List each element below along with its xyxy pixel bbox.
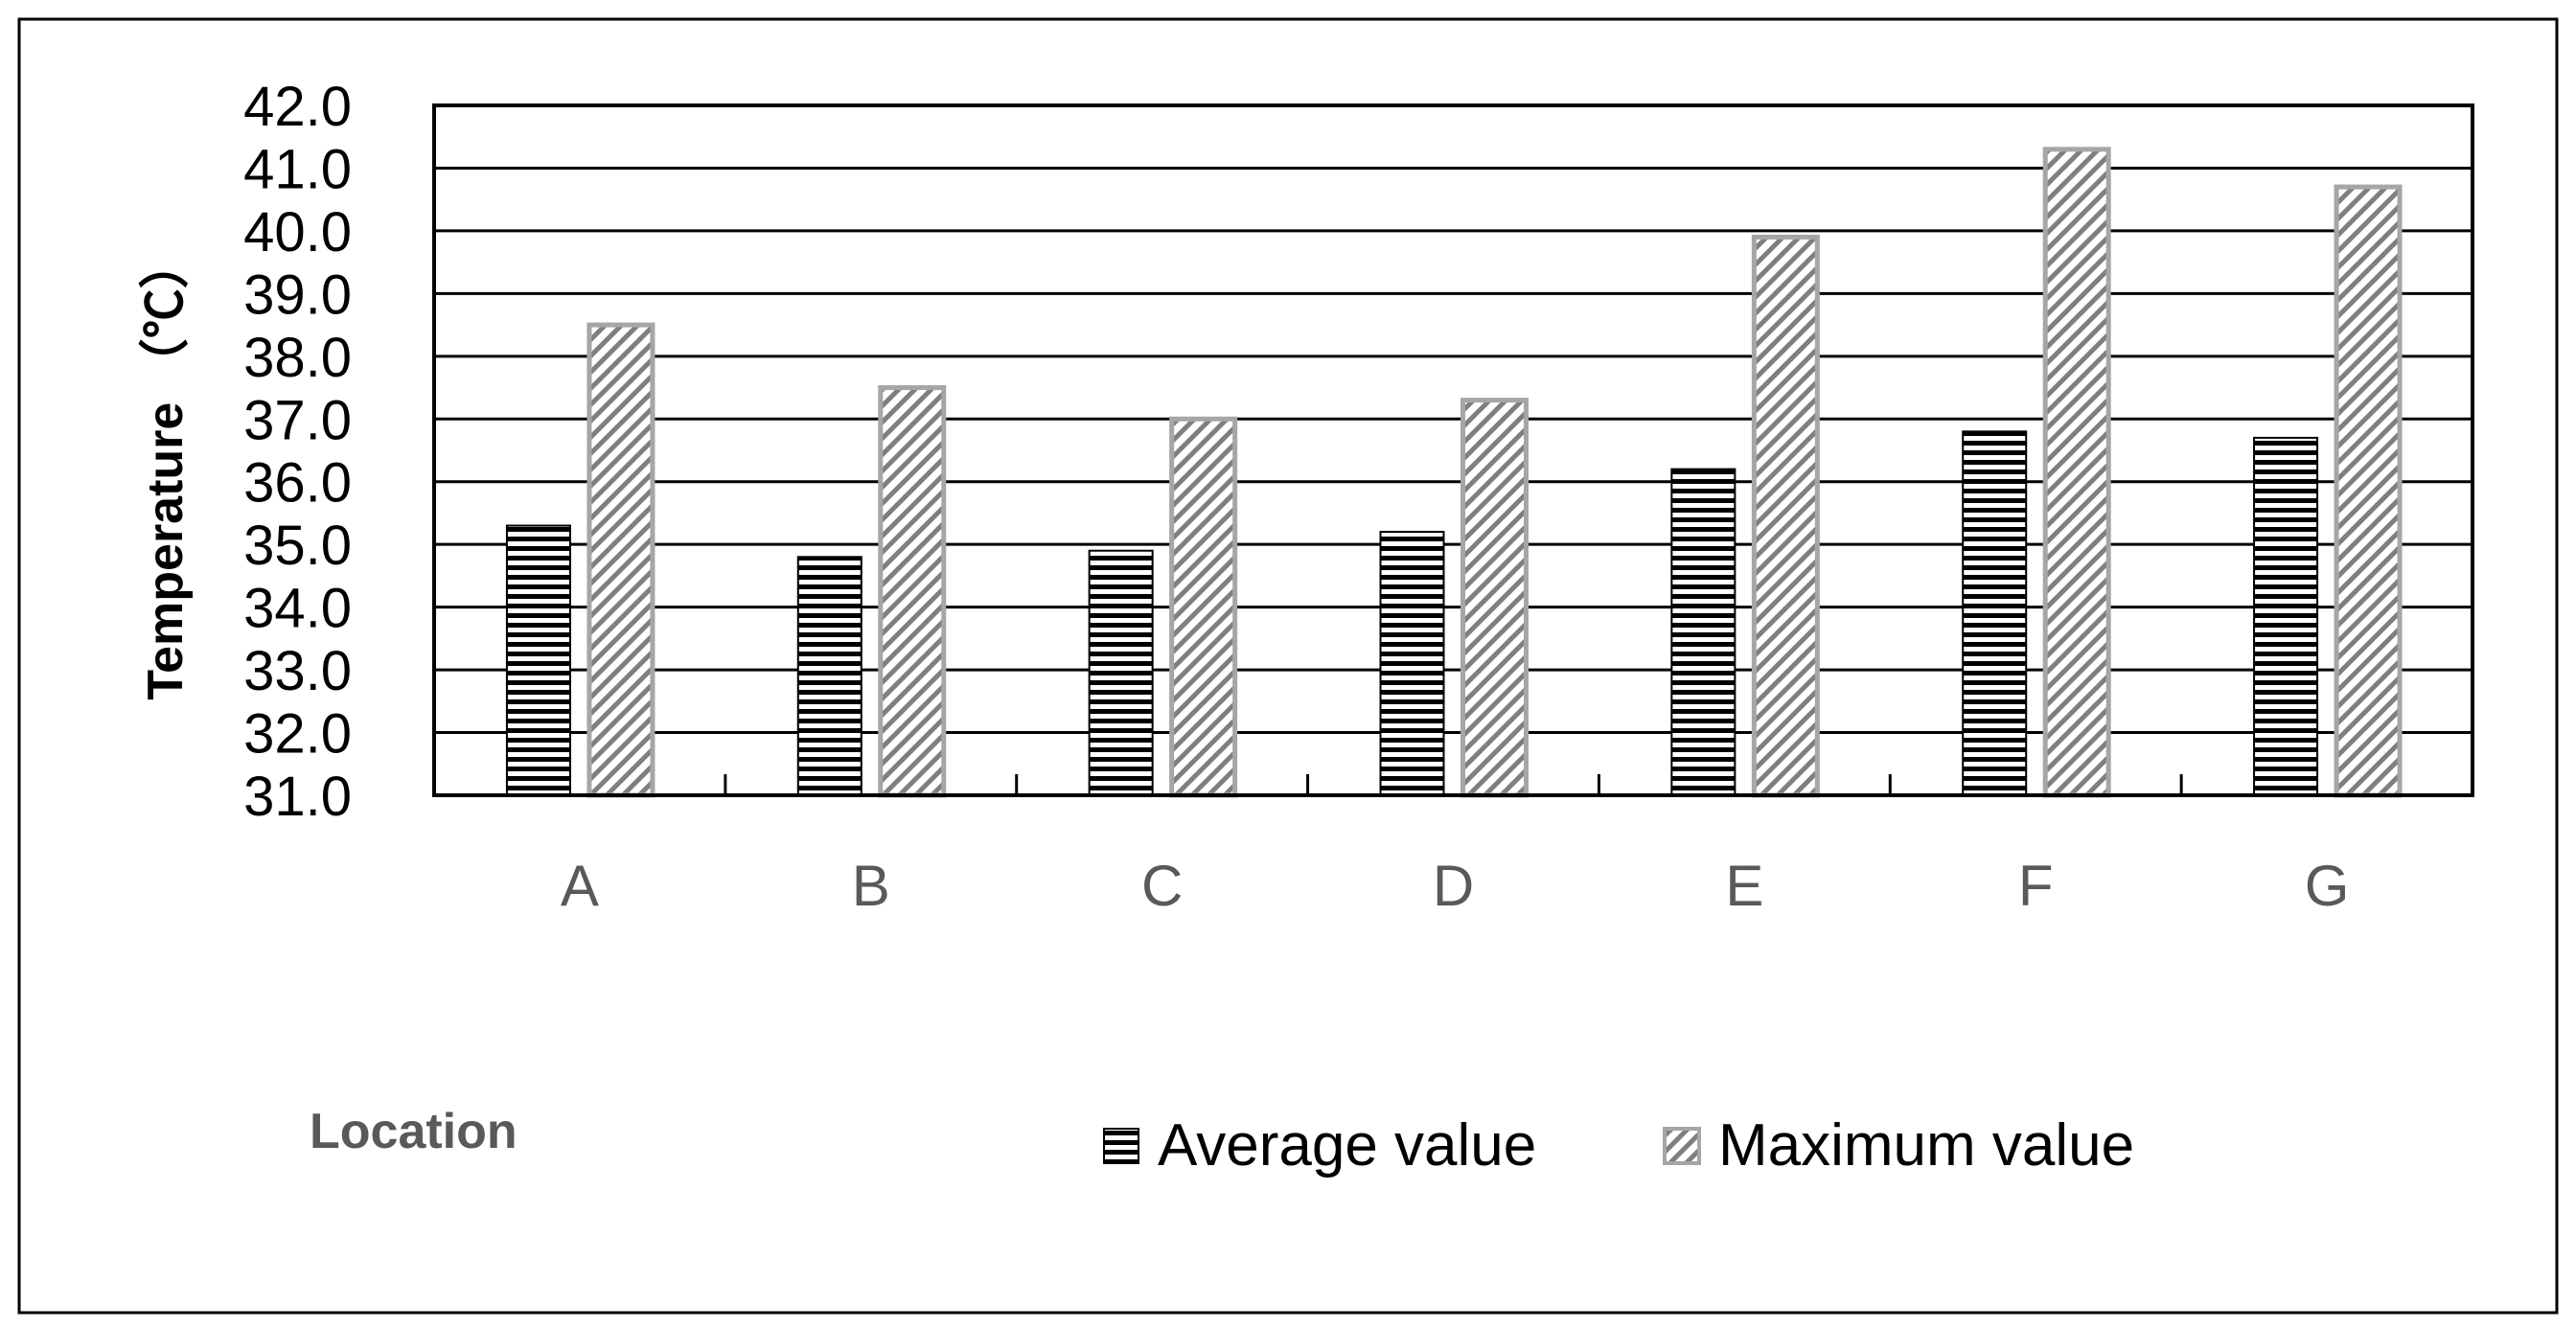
- maximum-value-bar-B: [878, 385, 947, 798]
- y-tick-labels: 31.032.033.034.035.036.037.038.039.040.0…: [243, 76, 352, 828]
- x-category-label: A: [561, 854, 599, 918]
- average-value-bar-E: [1670, 468, 1736, 796]
- legend-swatch-maximum: [1663, 1127, 1701, 1165]
- maximum-value-bar-E: [1751, 234, 1820, 798]
- gridlines: [434, 103, 2472, 735]
- average-value-bar-A: [505, 524, 571, 797]
- y-tick-label: 33.0: [243, 640, 352, 702]
- x-category-label: G: [2305, 854, 2350, 918]
- maximum-value-bar-A: [586, 322, 656, 798]
- average-value-bar-D: [1379, 531, 1445, 796]
- x-category-label: D: [1433, 854, 1474, 918]
- legend-label-average: Average value: [1158, 1112, 1536, 1179]
- x-category-labels: A B C D E F G: [561, 854, 2349, 918]
- legend-swatch-average: [1103, 1128, 1139, 1164]
- y-tick-label: 32.0: [243, 703, 352, 766]
- y-tick-label: 39.0: [243, 263, 352, 326]
- average-value-bar-F: [1962, 430, 2028, 796]
- y-tick-label: 40.0: [243, 201, 352, 263]
- y-tick-label: 41.0: [243, 138, 352, 200]
- legend: Average value Maximum value: [1103, 1112, 2134, 1179]
- y-tick-label: 38.0: [243, 327, 352, 389]
- y-tick-label: 35.0: [243, 515, 352, 577]
- maximum-value-bar-D: [1460, 398, 1529, 798]
- maximum-value-bar-F: [2042, 147, 2111, 798]
- average-value-bar-C: [1088, 549, 1154, 797]
- y-tick-label: 42.0: [243, 76, 352, 138]
- y-tick-label: 36.0: [243, 452, 352, 515]
- maximum-value-bar-G: [2334, 184, 2403, 798]
- y-axis-title: Temperature （℃）: [138, 239, 194, 700]
- average-value-bar-G: [2253, 436, 2319, 796]
- maximum-value-bar-C: [1169, 416, 1238, 798]
- y-tick-label: 31.0: [243, 766, 352, 828]
- legend-label-maximum: Maximum value: [1718, 1112, 2134, 1179]
- x-category-label: B: [852, 854, 890, 918]
- plot-area-border: [432, 103, 2474, 797]
- average-value-bar-B: [796, 556, 862, 796]
- chart-outer-border: [17, 17, 2559, 1315]
- x-category-label: C: [1141, 854, 1183, 918]
- y-tick-label: 37.0: [243, 389, 352, 451]
- axes: [432, 103, 2474, 797]
- bars: [505, 147, 2403, 798]
- y-tick-label: 34.0: [243, 578, 352, 640]
- x-axis-title: Location: [310, 1104, 518, 1159]
- x-category-label: E: [1725, 854, 1763, 918]
- x-category-label: F: [2018, 854, 2054, 918]
